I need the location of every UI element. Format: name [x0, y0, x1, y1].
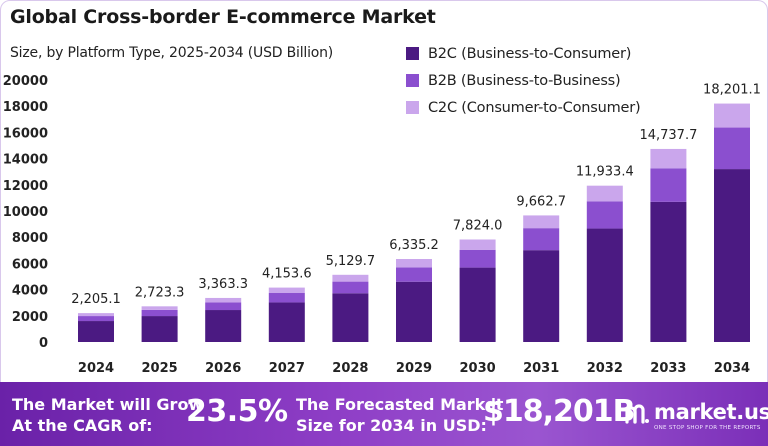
brand-mark-icon — [625, 404, 649, 424]
x-tick-label: 2033 — [650, 361, 686, 376]
x-tick-label: 2029 — [396, 361, 432, 376]
bar-segment-c2c-2031 — [523, 215, 560, 229]
x-tick-label: 2025 — [142, 361, 178, 376]
bar-segment-b2c-2033 — [650, 201, 687, 342]
y-tick-label: 18000 — [3, 100, 48, 115]
bar-segment-b2b-2024 — [78, 316, 114, 322]
data-label-total: 11,933.4 — [576, 165, 634, 180]
x-tick-label: 2026 — [205, 361, 241, 376]
data-label-total: 9,662.7 — [516, 194, 566, 209]
cagr-label: The Market will Grow At the CAGR of: — [12, 394, 203, 436]
bar-segment-b2c-2034 — [714, 169, 750, 342]
bar-segment-b2c-2026 — [205, 310, 242, 342]
y-tick-label: 6000 — [12, 257, 48, 272]
forecast-label-line-1: The Forecasted Market — [296, 395, 504, 414]
bar-segment-b2c-2029 — [396, 281, 432, 342]
legend-swatch-c2c — [406, 101, 419, 114]
bar-segment-c2c-2024 — [78, 313, 114, 317]
forecast-label: The Forecasted Market Size for 2034 in U… — [296, 394, 503, 436]
y-tick-label: 12000 — [3, 179, 48, 194]
x-tick-label: 2031 — [523, 361, 559, 376]
y-tick-label: 10000 — [3, 205, 48, 220]
bar-segment-b2b-2032 — [586, 201, 623, 229]
bar-segment-c2c-2029 — [396, 259, 432, 268]
y-tick-label: 0 — [39, 336, 48, 351]
y-tick-label: 20000 — [3, 74, 48, 89]
y-tick-label: 16000 — [3, 126, 48, 141]
legend: B2C (Business-to-Consumer) B2B (Business… — [406, 40, 641, 121]
x-tick-label: 2034 — [714, 361, 750, 376]
x-tick-label: 2024 — [78, 361, 114, 376]
bar-chart: 0 2000 4000 6000 8000 10000 12000 14000 16000 180… — [3, 74, 761, 376]
chart-subtitle: Size, by Platform Type, 2025-2034 (USD B… — [10, 45, 334, 61]
legend-label-b2c: B2C (Business-to-Consumer) — [428, 45, 632, 62]
legend-label-b2b: B2B (Business-to-Business) — [428, 72, 621, 89]
bar-segment-b2b-2033 — [650, 168, 687, 202]
data-label-total: 7,824.0 — [453, 219, 503, 234]
brand-name: market.us — [654, 400, 768, 424]
data-label-total: 18,201.1 — [703, 83, 761, 98]
brand-logo: market.us ONE STOP SHOP FOR THE REPORTS — [624, 400, 768, 438]
y-tick-label: 2000 — [12, 310, 48, 325]
bar-segment-b2c-2024 — [78, 321, 114, 342]
bar-segment-c2c-2026 — [205, 297, 242, 303]
bar-segment-b2c-2025 — [141, 316, 178, 342]
y-tick-label: 14000 — [3, 153, 48, 168]
cagr-label-line-2: At the CAGR of: — [12, 416, 153, 435]
legend-swatch-b2b — [406, 74, 419, 87]
forecast-label-line-2: Size for 2034 in USD: — [296, 416, 487, 435]
bar-segment-b2c-2028 — [332, 293, 369, 342]
footer-banner: The Market will Grow At the CAGR of: 23.… — [0, 382, 768, 446]
bar-segment-c2c-2032 — [586, 185, 623, 202]
brand-tagline: ONE STOP SHOP FOR THE REPORTS — [654, 425, 761, 431]
x-tick-label: 2027 — [269, 361, 305, 376]
data-label-total: 14,737.7 — [639, 128, 697, 143]
bar-segment-b2b-2031 — [523, 228, 560, 251]
bar-segment-b2b-2034 — [714, 127, 750, 170]
bar-segment-c2c-2033 — [650, 148, 687, 169]
data-label-total: 5,129.7 — [326, 254, 376, 269]
bar-segment-b2b-2026 — [205, 302, 242, 311]
bar-segment-b2b-2029 — [396, 267, 432, 282]
legend-swatch-b2c — [406, 47, 419, 60]
forecast-value: $18,201B — [483, 394, 636, 429]
bar-segment-b2c-2032 — [586, 228, 623, 342]
cagr-label-line-1: The Market will Grow — [12, 395, 204, 414]
bar-segment-c2c-2028 — [332, 274, 369, 282]
x-tick-label: 2028 — [332, 361, 368, 376]
x-tick-label: 2032 — [587, 361, 623, 376]
data-label-total: 4,153.6 — [262, 267, 312, 282]
legend-label-c2c: C2C (Consumer-to-Consumer) — [428, 99, 641, 116]
bar-segment-b2c-2027 — [268, 302, 305, 342]
bar-segment-b2b-2025 — [141, 309, 178, 317]
bar-segment-b2c-2030 — [459, 267, 496, 342]
bar-segment-b2b-2030 — [459, 249, 496, 268]
data-label-total: 2,205.1 — [71, 292, 121, 307]
bar-segment-c2c-2025 — [141, 306, 178, 310]
y-tick-label: 4000 — [12, 284, 48, 299]
bar-segment-b2b-2027 — [268, 293, 305, 303]
data-label-total: 3,363.3 — [198, 277, 248, 292]
bar-segment-b2b-2028 — [332, 281, 369, 294]
cagr-value: 23.5% — [186, 394, 288, 429]
y-tick-label: 8000 — [12, 231, 48, 246]
legend-item-b2b: B2B (Business-to-Business) — [406, 67, 640, 94]
legend-item-b2c: B2C (Business-to-Consumer) — [406, 40, 640, 67]
chart-title: Global Cross-border E-commerce Market — [10, 6, 436, 28]
bar-segment-c2c-2034 — [714, 103, 750, 128]
bar-segment-b2c-2031 — [523, 250, 560, 342]
bar-segment-c2c-2030 — [459, 239, 496, 250]
data-label-total: 6,335.2 — [389, 238, 439, 253]
data-label-total: 2,723.3 — [135, 285, 185, 300]
bar-segment-c2c-2027 — [268, 287, 305, 294]
x-tick-label: 2030 — [460, 361, 496, 376]
legend-item-c2c: C2C (Consumer-to-Consumer) — [406, 94, 641, 121]
